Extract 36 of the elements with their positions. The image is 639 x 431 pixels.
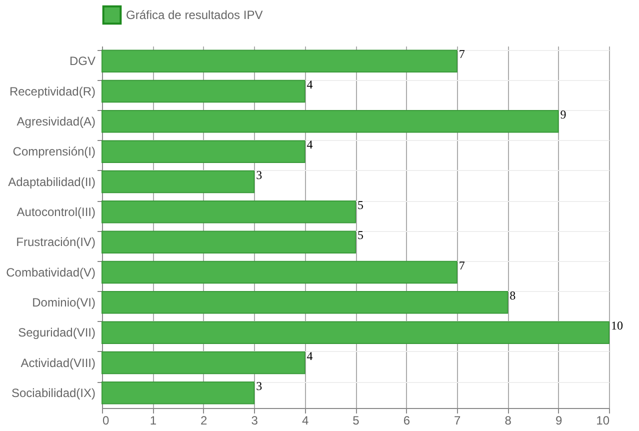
data-label: 10: [611, 318, 623, 333]
y-tick-label: Frustración(IV): [16, 235, 96, 250]
x-tick-label: 5: [352, 414, 360, 428]
y-tick-label: Actividad(VIII): [20, 356, 96, 370]
y-tick-label: Comprensión(I): [12, 144, 96, 159]
data-label: 4: [306, 77, 313, 92]
data-label: 7: [458, 47, 465, 62]
y-tick-label: Autocontrol(III): [16, 204, 96, 219]
data-label: 4: [306, 138, 313, 152]
data-label: 3: [256, 168, 262, 182]
data-label: 3: [256, 378, 262, 393]
x-tick-label: 4: [302, 414, 309, 428]
data-label: 4: [306, 348, 313, 363]
y-tick-label: Combatividad(V): [6, 265, 96, 280]
y-tick-label: Adaptabilidad(II): [8, 174, 96, 189]
legend-label: Gráfica de resultados IPV: [126, 8, 263, 22]
y-tick-label: Agresividad(A): [16, 114, 96, 128]
x-tick-label: 7: [454, 414, 462, 428]
y-tick-label: Sociabilidad(IX): [11, 386, 96, 400]
data-label: 9: [560, 107, 566, 122]
data-label: 5: [358, 228, 364, 242]
y-tick-label: Seguridad(VII): [18, 326, 96, 340]
x-tick-label: 1: [150, 414, 157, 428]
y-tick-label: DGV: [69, 54, 96, 68]
x-tick-label: 3: [251, 414, 258, 428]
x-tick-label: 6: [403, 414, 410, 428]
data-label: 8: [510, 288, 516, 302]
y-tick-label: Dominio(VI): [32, 295, 96, 310]
data-label: 5: [358, 198, 364, 212]
x-tick-label: 0: [102, 414, 110, 428]
x-tick-label: 8: [504, 414, 512, 428]
data-label: 7: [458, 258, 465, 272]
x-tick-label: 10: [596, 414, 610, 428]
y-tick-label: Receptividad(R): [9, 84, 96, 98]
x-tick-label: 9: [555, 414, 562, 428]
x-tick-label: 2: [200, 414, 208, 428]
